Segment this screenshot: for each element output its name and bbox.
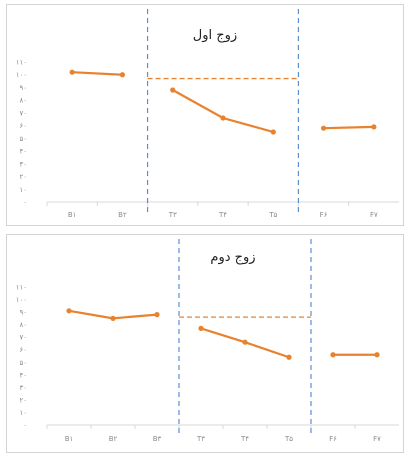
y-tick-label: ۹۰ [19,84,27,92]
y-tick-label: ۱۰ [19,186,27,194]
y-tick-label: ۰ [23,199,27,207]
data-point [170,87,176,93]
x-tick-label: B۲ [118,211,127,219]
data-point [154,312,160,318]
chart-1-svg: ۰ ۱۰ ۲۰ ۳۰ ۴۰ ۵۰ ۶۰ ۷۰ ۸۰ ۹۰ ۱۰۰ ۱۱۰ B۱ B۲ T۳ T۴ T۵ F۶ F۷ ز… [16,9,399,219]
series-line-baseline [72,71,123,76]
x-tick-label: T۴ [240,435,249,443]
x-tick-label: B۱ [68,211,77,219]
x-tick-label: B۳ [153,435,162,443]
y-tick-label: ۵۰ [19,135,27,143]
data-point [69,69,75,75]
x-tick-label: T۵ [268,211,277,219]
y-tick-label: ۱۱۰ [16,284,27,292]
data-point [66,308,72,314]
series-line-follow-up [323,125,374,130]
data-point [374,352,380,358]
y-tick-label: ۴۰ [19,148,27,156]
x-tick-label: T۳ [168,211,177,219]
data-point [110,315,116,321]
y-tick-label: ۰ [23,422,27,430]
x-tick-label: F۷ [370,211,378,219]
y-tick-label: ۸۰ [19,97,27,105]
y-tick-label: ۳۰ [19,160,27,168]
x-tick-label: T۳ [196,435,205,443]
series-line-treatment [172,89,274,134]
x-tick-label: B۲ [109,435,118,443]
chart-panel-couple-1: ۰ ۱۰ ۲۰ ۳۰ ۴۰ ۵۰ ۶۰ ۷۰ ۸۰ ۹۰ ۱۰۰ ۱۱۰ B۱ B۲ T۳ T۴ T۵ F۶ F۷ ز… [6,4,404,226]
x-tick-label: B۱ [65,435,74,443]
data-point [198,325,204,331]
chart-title: زوج اول [193,28,237,43]
data-point [320,125,327,131]
x-tick-label: F۶ [329,435,337,443]
data-point [119,72,126,78]
y-tick-label: ۲۰ [19,396,27,404]
y-tick-label: ۷۰ [19,334,27,342]
chart-panel-couple-2: ۰ ۱۰ ۲۰ ۳۰ ۴۰ ۵۰ ۶۰ ۷۰ ۸۰ ۹۰ ۱۰۰ ۱۱۰ B۱ B۲ B۳ T۳ T۴ T۵ F۶ F… [6,234,404,453]
y-tick-label: ۷۰ [19,109,27,117]
data-point [330,352,336,358]
x-tick-label: T۵ [284,435,293,443]
y-tick-label: ۶۰ [19,346,27,354]
y-tick-label: ۱۱۰ [16,59,27,67]
data-point [270,129,276,135]
data-point [286,354,292,360]
data-point [371,124,377,130]
y-tick-label: ۶۰ [19,122,27,130]
chart-2-svg: ۰ ۱۰ ۲۰ ۳۰ ۴۰ ۵۰ ۶۰ ۷۰ ۸۰ ۹۰ ۱۰۰ ۱۱۰ B۱ B۲ B۳ T۳ T۴ T۵ F۶ F… [16,239,399,443]
y-tick-label: ۱۰ [19,409,27,417]
x-tick-label: T۴ [218,211,227,219]
y-tick-label: ۴۰ [19,371,27,379]
data-point [220,115,226,121]
y-tick-label: ۳۰ [19,384,27,392]
x-tick-label: F۷ [373,435,381,443]
y-tick-label: ۱۰۰ [16,296,27,304]
chart-title: زوج دوم [210,250,255,265]
data-point [242,339,248,345]
x-tick-label: F۶ [320,211,328,219]
y-tick-label: ۹۰ [19,309,27,317]
y-tick-label: ۲۰ [19,173,27,181]
y-tick-label: ۸۰ [19,321,27,329]
y-tick-label: ۱۰۰ [16,71,27,79]
y-tick-label: ۵۰ [19,359,27,367]
